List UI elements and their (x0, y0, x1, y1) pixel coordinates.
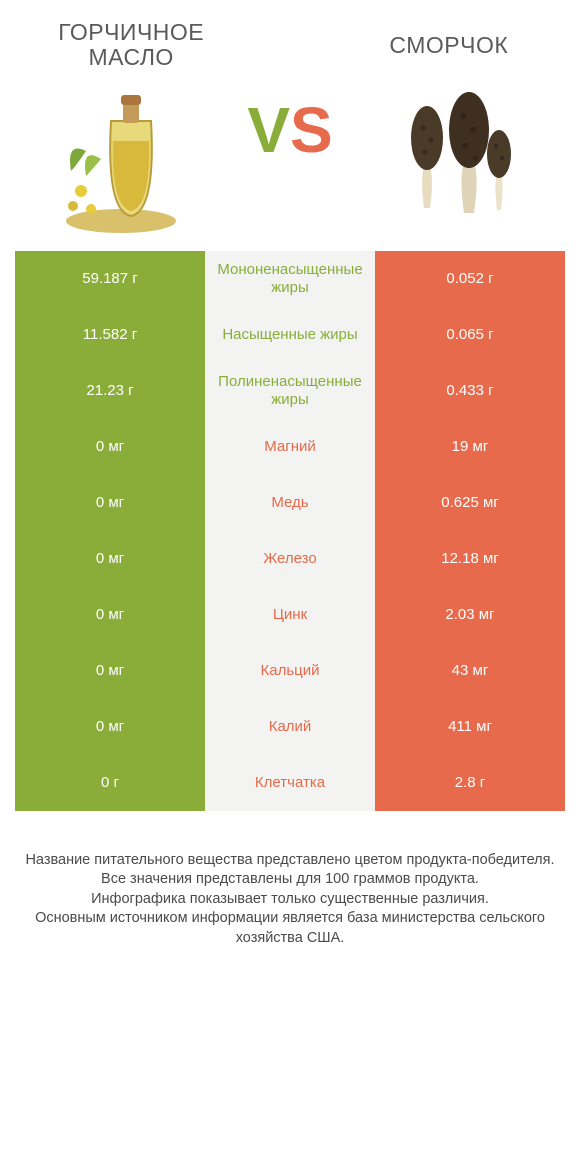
product-right: СМОРЧОК (333, 33, 565, 228)
vs-s: S (290, 94, 333, 166)
table-row: 0 гКлетчатка2.8 г (15, 755, 565, 811)
value-right: 2.03 мг (375, 587, 565, 643)
nutrient-label: Насыщенные жиры (205, 307, 375, 363)
product-left-title: ГОРЧИЧНОЕ МАСЛО (15, 20, 247, 71)
value-left: 0 мг (15, 475, 205, 531)
comparison-table: 59.187 гМононенасыщенные жиры0.052 г11.5… (15, 251, 565, 811)
mustard-oil-icon (51, 81, 211, 241)
footer-line: Все значения представлены для 100 граммо… (25, 870, 555, 890)
nutrient-label: Магний (205, 419, 375, 475)
footer-notes: Название питательного вещества представл… (15, 851, 565, 949)
nutrient-label: Калий (205, 699, 375, 755)
nutrient-label: Железо (205, 531, 375, 587)
value-left: 0 г (15, 755, 205, 811)
product-left: ГОРЧИЧНОЕ МАСЛО (15, 20, 247, 241)
value-right: 0.625 мг (375, 475, 565, 531)
value-left: 0 мг (15, 531, 205, 587)
table-row: 0 мгКалий411 мг (15, 699, 565, 755)
footer-line: Инфографика показывает только существенн… (25, 890, 555, 910)
value-right: 411 мг (375, 699, 565, 755)
product-right-image (333, 68, 565, 228)
footer-line: Название питательного вещества представл… (25, 851, 555, 871)
value-right: 0.433 г (375, 363, 565, 419)
value-left: 0 мг (15, 643, 205, 699)
footer-line: Основным источником информации является … (25, 909, 555, 948)
vs-v: V (247, 94, 290, 166)
value-right: 12.18 мг (375, 531, 565, 587)
value-left: 0 мг (15, 699, 205, 755)
nutrient-label: Кальций (205, 643, 375, 699)
value-right: 19 мг (375, 419, 565, 475)
table-row: 0 мгМагний19 мг (15, 419, 565, 475)
table-row: 0 мгКальций43 мг (15, 643, 565, 699)
value-right: 0.065 г (375, 307, 565, 363)
value-left: 0 мг (15, 419, 205, 475)
value-left: 21.23 г (15, 363, 205, 419)
product-left-image (15, 81, 247, 241)
nutrient-label: Цинк (205, 587, 375, 643)
morel-icon (369, 68, 529, 228)
table-row: 0 мгМедь0.625 мг (15, 475, 565, 531)
table-row: 21.23 гПолиненасыщенные жиры0.433 г (15, 363, 565, 419)
nutrient-label: Медь (205, 475, 375, 531)
product-right-title: СМОРЧОК (333, 33, 565, 58)
table-row: 0 мгЦинк2.03 мг (15, 587, 565, 643)
vs-label: VS (247, 98, 332, 162)
value-right: 0.052 г (375, 251, 565, 307)
value-left: 0 мг (15, 587, 205, 643)
header: ГОРЧИЧНОЕ МАСЛО VS СМОРЧ (15, 20, 565, 241)
table-row: 59.187 гМононенасыщенные жиры0.052 г (15, 251, 565, 307)
value-left: 11.582 г (15, 307, 205, 363)
table-row: 11.582 гНасыщенные жиры0.065 г (15, 307, 565, 363)
nutrient-label: Полиненасыщенные жиры (205, 363, 375, 419)
value-right: 43 мг (375, 643, 565, 699)
nutrient-label: Мононенасыщенные жиры (205, 251, 375, 307)
infographic-container: ГОРЧИЧНОЕ МАСЛО VS СМОРЧ (0, 0, 580, 978)
nutrient-label: Клетчатка (205, 755, 375, 811)
value-left: 59.187 г (15, 251, 205, 307)
table-row: 0 мгЖелезо12.18 мг (15, 531, 565, 587)
value-right: 2.8 г (375, 755, 565, 811)
